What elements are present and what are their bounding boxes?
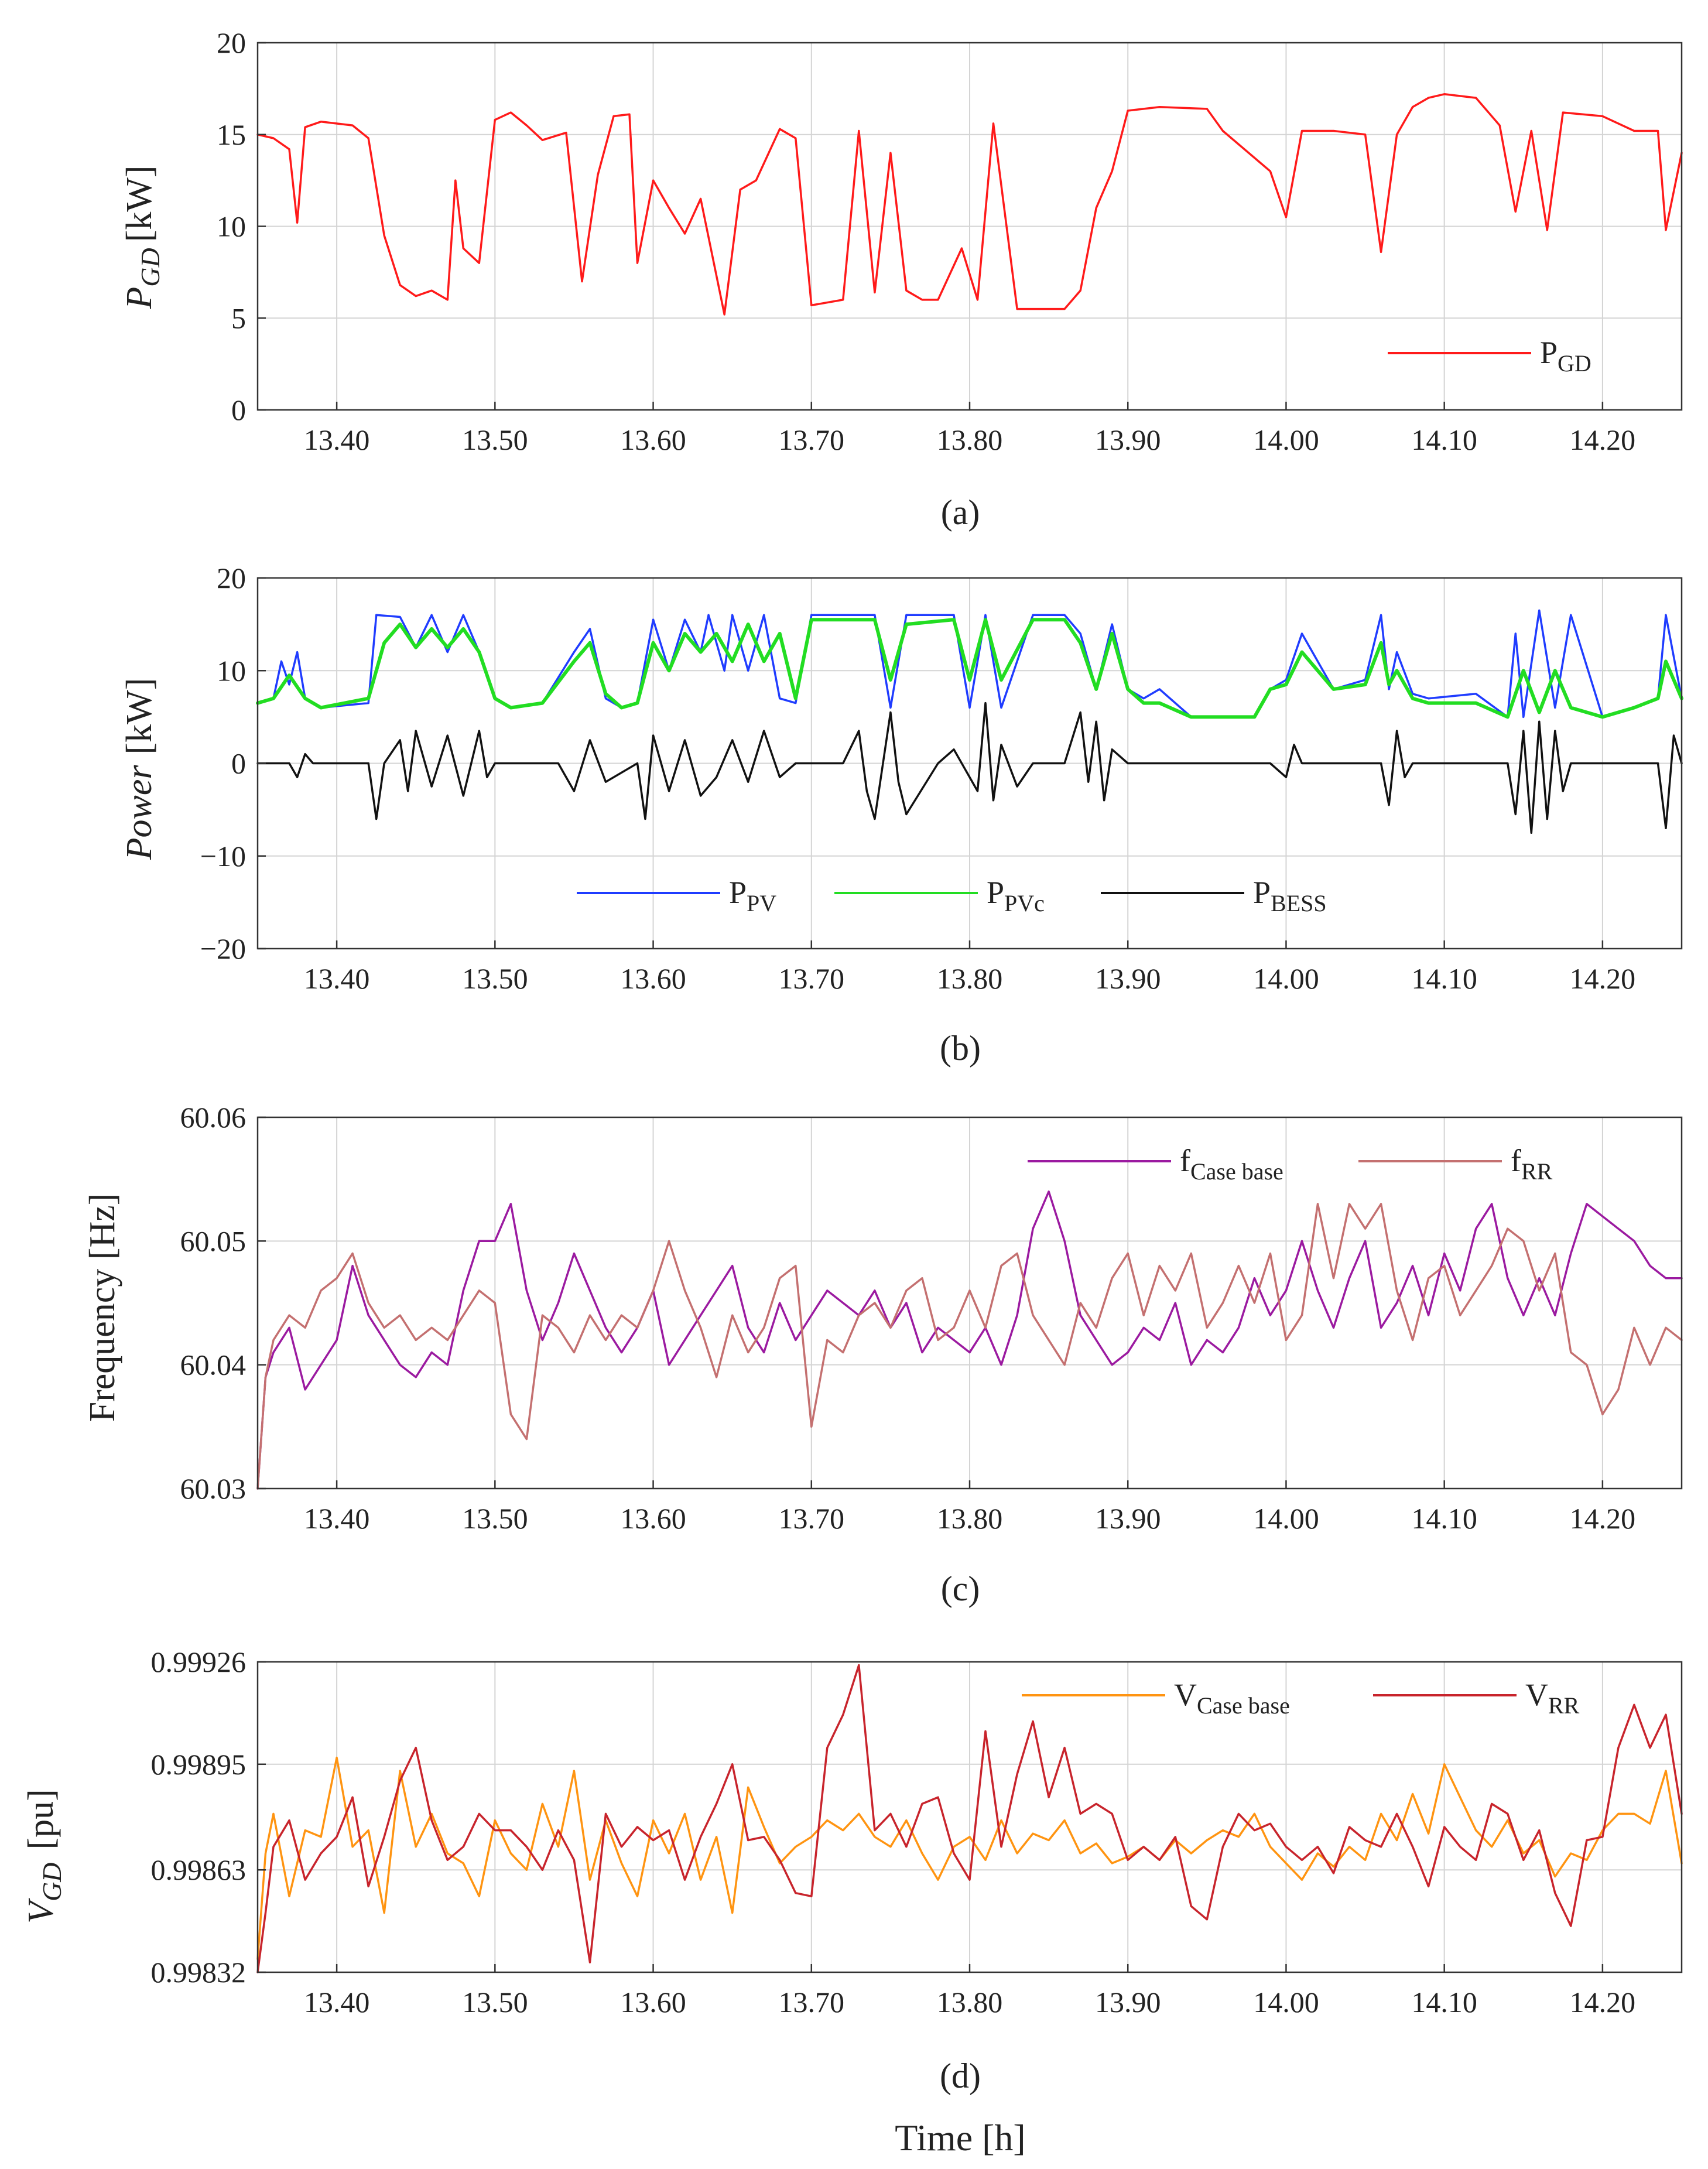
legend-label-vcasebase: VCase base bbox=[1174, 1677, 1290, 1719]
legend-label-frr: fRR bbox=[1511, 1143, 1553, 1185]
panel-b-legend: PPV PPVc PBESS bbox=[577, 875, 1327, 916]
panel-c: 13.40 13.50 13.60 13.70 13.80 13.90 14.00 14.10… bbox=[83, 1101, 1683, 1608]
panel-d-caption: (d) bbox=[940, 2057, 981, 2095]
legend-label-ppv: PPV bbox=[729, 875, 776, 916]
panel-b-ticks: 13.40 13.50 13.60 13.70 13.80 13.90 14.00 14.10… bbox=[200, 562, 1635, 995]
x-tick-label: 13.90 bbox=[1095, 962, 1161, 995]
y-tick-label: 10 bbox=[217, 210, 246, 243]
panel-b-plot bbox=[256, 609, 1683, 834]
panel-a-plot bbox=[256, 93, 1683, 316]
panel-b-caption: (b) bbox=[940, 1029, 981, 1068]
x-tick-label: 13.80 bbox=[937, 423, 1003, 456]
panel-a-ylabel: PGD[kW] bbox=[119, 165, 165, 309]
x-tick-label: 13.50 bbox=[462, 1502, 528, 1535]
x-tick-label: 13.70 bbox=[779, 423, 845, 456]
x-tick-label: 13.70 bbox=[779, 962, 845, 995]
y-tick-label: 15 bbox=[217, 118, 246, 151]
x-tick-label: 13.40 bbox=[304, 1502, 370, 1535]
x-tick-label: 13.40 bbox=[304, 423, 370, 456]
legend-label-ppvc: PPVc bbox=[987, 875, 1045, 916]
panel-a-ticks: 13.40 13.50 13.60 13.70 13.80 13.90 14.00 14.10… bbox=[217, 26, 1635, 456]
x-tick-label: 13.80 bbox=[937, 1986, 1003, 2019]
legend-label-pbess: PBESS bbox=[1253, 875, 1327, 916]
panel-a: 13.40 13.50 13.60 13.70 13.80 13.90 14.00 14.10… bbox=[119, 26, 1683, 532]
x-tick-label: 13.90 bbox=[1095, 1502, 1161, 1535]
series-line-p-pvc bbox=[256, 618, 1683, 719]
y-tick-label: 0.99926 bbox=[151, 1645, 247, 1678]
x-tick-label: 14.10 bbox=[1411, 423, 1477, 456]
x-axis-label: Time [h] bbox=[895, 2117, 1025, 2158]
series-line-v-rr bbox=[256, 1664, 1683, 1973]
x-tick-label: 14.20 bbox=[1570, 1502, 1636, 1535]
x-tick-label: 13.90 bbox=[1095, 423, 1161, 456]
y-tick-label: 60.05 bbox=[180, 1224, 247, 1257]
panel-d-plot bbox=[256, 1664, 1683, 1973]
y-tick-label: 0.99895 bbox=[151, 1748, 247, 1781]
panel-c-legend: fCase base fRR bbox=[1028, 1143, 1553, 1185]
panel-c-plot bbox=[256, 1190, 1683, 1490]
x-tick-label: 13.40 bbox=[304, 1986, 370, 2019]
x-tick-label: 13.60 bbox=[620, 962, 686, 995]
y-tick-label: 5 bbox=[231, 302, 246, 334]
panel-d-ylabel: VGD[pu] bbox=[21, 1789, 67, 1924]
y-tick-label: 0.99832 bbox=[151, 1956, 247, 1989]
series-line-f-case-base bbox=[256, 1190, 1683, 1490]
legend-label-pgd: PGD bbox=[1540, 335, 1591, 377]
x-tick-label: 14.10 bbox=[1411, 1502, 1477, 1535]
x-tick-label: 14.20 bbox=[1570, 962, 1636, 995]
y-tick-label: −20 bbox=[200, 932, 246, 965]
legend-label-fcasebase: fCase base bbox=[1180, 1143, 1283, 1185]
y-tick-label: 20 bbox=[217, 26, 246, 59]
y-tick-label: 60.06 bbox=[180, 1101, 247, 1134]
panel-d: 13.40 13.50 13.60 13.70 13.80 13.90 14.00 14.10… bbox=[21, 1645, 1683, 2158]
x-tick-label: 14.20 bbox=[1570, 423, 1636, 456]
x-tick-label: 14.10 bbox=[1411, 962, 1477, 995]
y-tick-label: 10 bbox=[217, 654, 246, 687]
panel-d-legend: VCase base VRR bbox=[1022, 1677, 1580, 1719]
panel-a-caption: (a) bbox=[941, 493, 980, 532]
x-tick-label: 14.20 bbox=[1570, 1986, 1636, 2019]
x-tick-label: 14.00 bbox=[1253, 1986, 1319, 2019]
series-line-v-case-base bbox=[256, 1756, 1683, 1961]
y-tick-label: 20 bbox=[217, 562, 246, 594]
x-tick-label: 13.80 bbox=[937, 962, 1003, 995]
x-tick-label: 13.50 bbox=[462, 962, 528, 995]
x-tick-label: 13.70 bbox=[779, 1986, 845, 2019]
y-tick-label: 60.04 bbox=[180, 1349, 247, 1381]
x-tick-label: 13.80 bbox=[937, 1502, 1003, 1535]
panel-c-ticks: 13.40 13.50 13.60 13.70 13.80 13.90 14.00 14.10… bbox=[180, 1101, 1636, 1535]
x-tick-label: 13.40 bbox=[304, 962, 370, 995]
panel-c-ylabel: Frequency [Hz] bbox=[83, 1193, 122, 1422]
x-tick-label: 13.60 bbox=[620, 1986, 686, 2019]
y-tick-label: −10 bbox=[200, 840, 246, 873]
x-tick-label: 14.00 bbox=[1253, 423, 1319, 456]
panel-d-grid bbox=[258, 1661, 1682, 1973]
panel-a-legend: PGD bbox=[1388, 335, 1591, 377]
x-tick-label: 14.00 bbox=[1253, 1502, 1319, 1535]
series-line-p-bess bbox=[256, 702, 1683, 834]
x-tick-label: 13.50 bbox=[462, 423, 528, 456]
x-tick-label: 14.00 bbox=[1253, 962, 1319, 995]
series-line-f-rr bbox=[256, 1203, 1683, 1490]
panel-b-ylabel: Power[kW] bbox=[119, 678, 159, 861]
y-tick-label: 0 bbox=[231, 394, 246, 426]
panel-b: 13.40 13.50 13.60 13.70 13.80 13.90 14.00 14.10… bbox=[119, 562, 1683, 1068]
y-tick-label: 0 bbox=[231, 747, 246, 780]
y-tick-label: 0.99863 bbox=[151, 1853, 247, 1886]
x-tick-label: 13.60 bbox=[620, 423, 686, 456]
x-tick-label: 13.50 bbox=[462, 1986, 528, 2019]
x-tick-label: 13.60 bbox=[620, 1502, 686, 1535]
series-line-p-gd bbox=[256, 93, 1683, 316]
panel-c-caption: (c) bbox=[941, 1569, 980, 1608]
y-tick-label: 60.03 bbox=[180, 1472, 247, 1505]
x-tick-label: 13.70 bbox=[779, 1502, 845, 1535]
x-tick-label: 13.90 bbox=[1095, 1986, 1161, 2019]
legend-label-vrr: VRR bbox=[1525, 1677, 1580, 1719]
panel-d-ticks: 13.40 13.50 13.60 13.70 13.80 13.90 14.00 14.10… bbox=[151, 1645, 1636, 2019]
x-tick-label: 14.10 bbox=[1411, 1986, 1477, 2019]
